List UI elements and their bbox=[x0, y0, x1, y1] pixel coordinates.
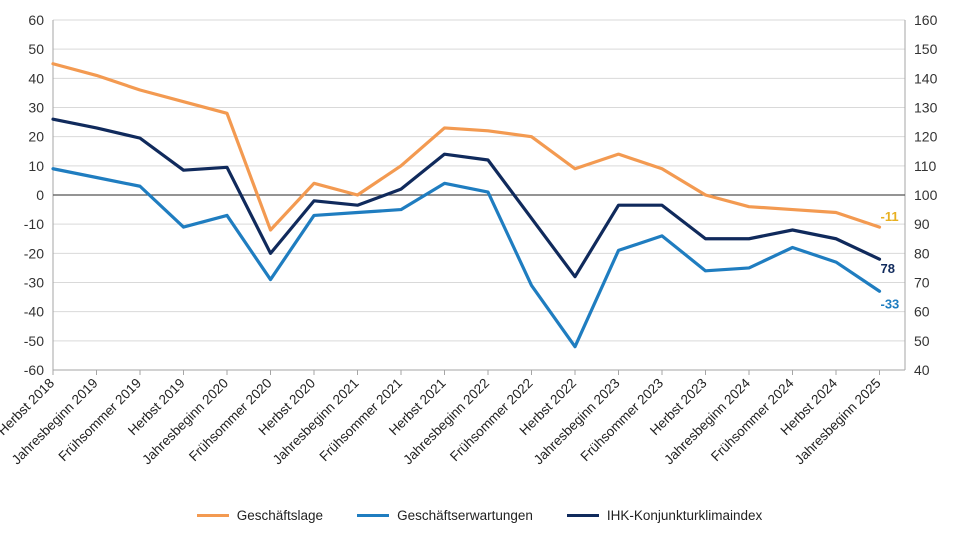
legend-label-geschaeftslage: Geschäftslage bbox=[236, 508, 324, 523]
y-tick-label-left: 60 bbox=[28, 12, 44, 28]
y-tick-label-left: 50 bbox=[28, 41, 44, 57]
x-tick-label: Frühsommer 2023 bbox=[578, 376, 667, 465]
legend-swatch-geschaeftserwartungen bbox=[357, 514, 390, 517]
y-axis-left-ticks: -60 -50 -40 -30 -20 -10 0 10 20 30 40 50 60 bbox=[24, 12, 44, 378]
y-tick-label-left: 20 bbox=[28, 129, 44, 145]
y-tick-label-right: 130 bbox=[914, 100, 938, 116]
y-tick-label-left: 0 bbox=[36, 187, 44, 203]
y-tick-label-left: 40 bbox=[28, 70, 44, 86]
axes bbox=[52, 20, 906, 371]
y-tick-label-right: 100 bbox=[914, 187, 938, 203]
y-tick-label-right: 80 bbox=[914, 245, 930, 261]
legend-swatch-konjunkturklimaindex bbox=[566, 514, 599, 517]
y-tick-label-right: 160 bbox=[914, 12, 938, 28]
series-line bbox=[51, 62, 882, 232]
y-axis-right-ticks: 40 50 60 70 80 90 100 110 120 130 140 150 160 bbox=[914, 12, 938, 378]
y-tick-label-left: 30 bbox=[28, 100, 44, 116]
y-tick-label-right: 90 bbox=[914, 216, 930, 232]
end-value-label: -11 bbox=[881, 209, 899, 224]
y-tick-label-left: 10 bbox=[28, 158, 44, 174]
legend: Geschäftslage Geschäftserwartungen IHK-K… bbox=[0, 508, 959, 523]
y-tick-label-right: 110 bbox=[914, 158, 937, 174]
legend-swatch-geschaeftslage bbox=[196, 514, 229, 517]
y-tick-label-right: 140 bbox=[914, 70, 938, 86]
legend-item-geschaeftslage: Geschäftslage bbox=[196, 508, 324, 523]
x-tick-label: Frühsommer 2019 bbox=[56, 376, 145, 465]
end-labels: -11 -33 78 bbox=[881, 209, 900, 311]
end-value-label: 78 bbox=[881, 261, 895, 276]
y-tick-label-left: -10 bbox=[24, 216, 44, 232]
series-lines bbox=[51, 62, 882, 349]
legend-item-konjunkturklimaindex: IHK-Konjunkturklimaindex bbox=[566, 508, 763, 523]
x-tick-label: Jahresbeginn 2025 bbox=[792, 376, 884, 468]
x-tick-label: Frühsommer 2020 bbox=[186, 376, 275, 465]
x-tick-label: Frühsommer 2021 bbox=[317, 376, 406, 465]
legend-label-geschaeftserwartungen: Geschäftserwartungen bbox=[397, 508, 533, 523]
y-tick-label-left: -20 bbox=[24, 245, 44, 261]
series-line bbox=[51, 117, 882, 279]
y-tick-label-left: -60 bbox=[24, 362, 44, 378]
legend-label-konjunkturklimaindex: IHK-Konjunkturklimaindex bbox=[606, 508, 763, 523]
x-tick-label: Frühsommer 2024 bbox=[708, 375, 797, 464]
series-line bbox=[51, 167, 882, 349]
y-tick-label-right: 50 bbox=[914, 333, 930, 349]
x-tick-label: Frühsommer 2022 bbox=[447, 376, 536, 465]
y-tick-label-left: -50 bbox=[24, 333, 44, 349]
end-value-label: -33 bbox=[881, 296, 900, 311]
y-tick-label-right: 70 bbox=[914, 275, 930, 291]
y-tick-label-right: 150 bbox=[914, 41, 938, 57]
y-tick-label-right: 120 bbox=[914, 129, 938, 145]
y-tick-label-right: 60 bbox=[914, 304, 930, 320]
y-tick-label-left: -40 bbox=[24, 304, 44, 320]
y-tick-label-right: 40 bbox=[914, 362, 930, 378]
legend-item-geschaeftserwartungen: Geschäftserwartungen bbox=[357, 508, 533, 523]
y-tick-label-left: -30 bbox=[24, 275, 44, 291]
